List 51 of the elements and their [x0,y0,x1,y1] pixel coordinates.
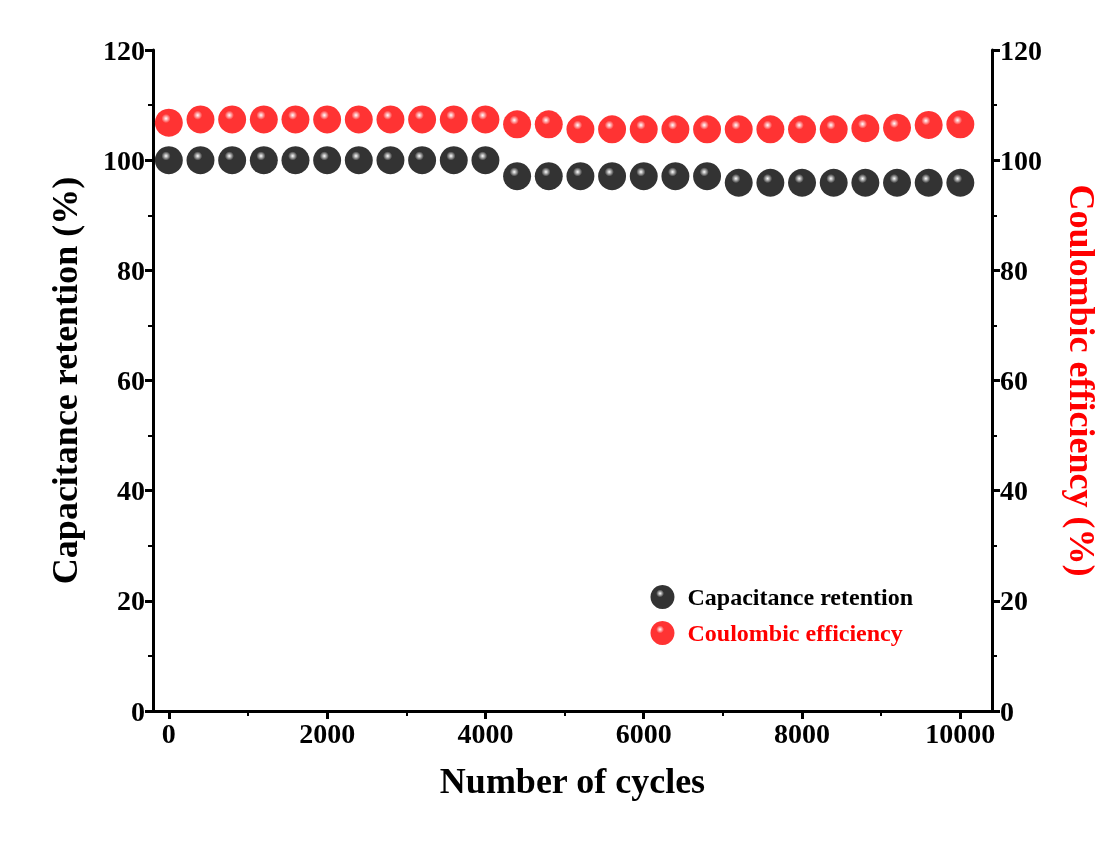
x-tick-label: 8000 [774,717,831,749]
point [788,115,817,144]
point [313,105,342,134]
y2-tick-label: 20 [1000,585,1028,617]
y-tick-label: 0 [131,695,145,727]
x-tick-label: 6000 [615,717,672,749]
y2-tick-label: 40 [1000,475,1028,507]
point [914,110,943,139]
point [439,105,468,134]
x-tick-label: 10000 [925,717,996,749]
y-tick-label: 80 [117,254,145,286]
point [344,105,373,134]
point [566,115,595,144]
x-tick-label: 4000 [457,717,514,749]
point [408,105,437,134]
y-tick-label: 120 [103,34,145,66]
point [376,105,405,134]
point [249,105,278,134]
point [598,115,627,144]
x-tick-label: 0 [161,717,176,749]
legend-label: Capacitance retention [687,584,913,610]
point [819,115,848,144]
point [756,115,785,144]
point [883,113,912,142]
y-axis-title: Capacitance retention (%) [45,176,85,585]
point [724,115,753,144]
y-tick-label: 20 [117,585,145,617]
y2-tick-label: 60 [1000,365,1028,396]
x-axis-title: Number of cycles [439,761,706,801]
x-tick-label: 2000 [299,717,356,749]
y2-tick-label: 80 [1000,254,1028,286]
y-tick-label: 100 [103,144,145,176]
y-tick-label: 40 [117,475,145,507]
point [534,110,563,139]
point [218,105,247,134]
y2-axis-title: Coulombic efficiency (%) [1062,184,1102,577]
y-tick-label: 60 [117,365,145,396]
y2-tick-label: 120 [1000,34,1042,66]
point [503,110,532,139]
point [851,114,880,143]
point [154,108,183,137]
y2-tick-label: 100 [1000,144,1042,176]
point [661,115,690,144]
point [281,105,310,134]
point [471,105,500,134]
y2-tick-label: 0 [1000,695,1014,727]
point [946,110,975,139]
point [693,115,722,144]
point [629,115,658,144]
legend-label: Coulombic efficiency [687,620,903,646]
point [186,105,215,134]
